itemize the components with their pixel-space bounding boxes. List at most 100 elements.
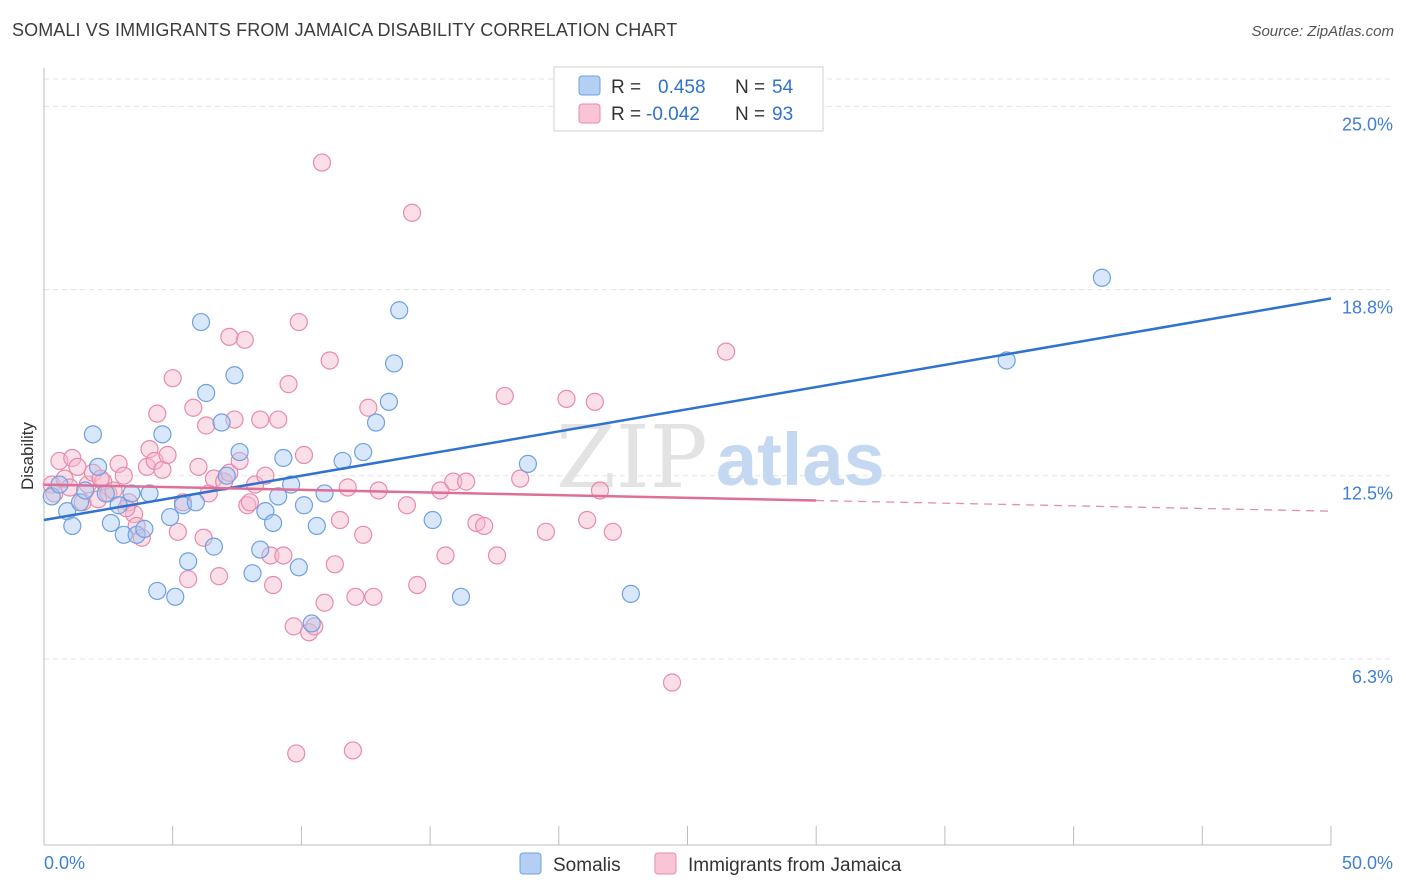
- jamaica-point: [312, 153, 332, 172]
- somali-point: [1092, 268, 1112, 287]
- jamaica-point: [235, 330, 254, 349]
- jamaica-point: [305, 617, 324, 636]
- x-tick-label-max: 50.0%: [1342, 853, 1393, 873]
- somali-point: [354, 442, 373, 462]
- somali-point: [390, 301, 409, 320]
- jamaica-point: [457, 472, 476, 491]
- legend-r-value-somalis: 0.458: [658, 77, 706, 98]
- jamaica-point: [63, 448, 82, 468]
- x-tick-label-min: 0.0%: [44, 853, 85, 873]
- jamaica-point: [536, 522, 556, 541]
- jamaica-point: [238, 496, 257, 515]
- somali-point: [114, 525, 133, 544]
- jamaica-point: [354, 525, 373, 544]
- jamaica-point: [261, 546, 280, 565]
- jamaica-point: [158, 445, 177, 465]
- jamaica-point: [511, 469, 530, 488]
- somali-point: [423, 510, 442, 530]
- jamaica-point: [325, 555, 344, 574]
- somali-point: [166, 587, 185, 606]
- jamaica-point: [397, 496, 417, 515]
- jamaica-point: [251, 410, 270, 429]
- jamaica-point: [402, 203, 422, 222]
- somali-point: [251, 540, 270, 559]
- jamaica-point: [585, 392, 604, 411]
- somali-point: [621, 584, 640, 603]
- jamaica-point: [487, 546, 507, 565]
- series-swatch-jamaica: [654, 852, 677, 875]
- correlation-legend: R = 0.458 N = 54 R = -0.042 N = 93: [553, 66, 824, 132]
- jamaica-point: [148, 404, 167, 423]
- somali-point: [101, 513, 121, 533]
- somali-point: [384, 354, 404, 373]
- jamaica-point: [274, 546, 293, 565]
- somali-point: [302, 614, 321, 633]
- jamaica-point: [495, 386, 514, 406]
- jamaica-point: [184, 398, 203, 417]
- legend-swatch-jamaica: [578, 103, 601, 124]
- jamaica-point: [557, 389, 576, 408]
- y-tick-labels: 6.3% 12.5% 18.8% 25.0%: [1342, 114, 1393, 686]
- trend-line-jamaica-extension: [816, 499, 1332, 512]
- jamaica-point: [338, 478, 357, 497]
- somali-point: [122, 484, 141, 503]
- legend-r-value-jamaica: -0.042: [646, 104, 700, 125]
- series-label-jamaica: Immigrants from Jamaica: [688, 855, 902, 876]
- jamaica-point: [320, 351, 339, 370]
- somali-point: [63, 516, 82, 536]
- jamaica-point: [289, 312, 308, 332]
- jamaica-point: [284, 617, 303, 636]
- jamaica-point: [346, 587, 365, 606]
- jamaica-point: [240, 493, 260, 512]
- somali-point: [191, 312, 211, 332]
- trend-lines: [43, 297, 1332, 522]
- legend-n-value-somalis: 54: [772, 77, 794, 98]
- somali-point: [315, 484, 334, 503]
- jamaica-point: [220, 463, 239, 482]
- jamaica-point: [60, 478, 79, 497]
- jamaica-point: [279, 375, 298, 394]
- y-tick-label: 6.3%: [1352, 667, 1393, 687]
- y-tick-label: 12.5%: [1342, 484, 1393, 504]
- y-tick-label: 25.0%: [1342, 114, 1393, 134]
- jamaica-point: [343, 741, 362, 760]
- jamaica-point: [578, 510, 597, 530]
- y-axis-label: Disability: [18, 421, 37, 490]
- jamaica-point: [603, 522, 622, 541]
- somali-point: [204, 537, 223, 556]
- somali-point: [366, 413, 386, 432]
- jamaica-point: [315, 593, 334, 612]
- somali-point: [161, 507, 180, 527]
- somali-point: [148, 581, 167, 601]
- trend-line-somalis: [43, 297, 1332, 522]
- somali-point: [451, 587, 471, 606]
- jamaica-point: [68, 457, 87, 476]
- jamaica-point: [220, 327, 239, 346]
- jamaica-point: [717, 342, 736, 361]
- jamaica-point: [189, 457, 208, 476]
- jamaica-point: [364, 587, 383, 606]
- chart-title: SOMALI VS IMMIGRANTS FROM JAMAICA DISABI…: [12, 20, 678, 40]
- jamaica-point: [197, 416, 216, 435]
- somali-point: [289, 558, 308, 577]
- jamaica-point: [330, 510, 350, 530]
- jamaica-point: [662, 673, 682, 692]
- somali-point: [186, 493, 205, 512]
- jamaica-point: [263, 575, 283, 595]
- watermark: ZIP atlas: [556, 408, 885, 508]
- somali-point: [153, 425, 172, 444]
- watermark-zip: ZIP: [556, 408, 708, 508]
- somali-point: [263, 513, 283, 533]
- jamaica-point: [359, 398, 378, 417]
- jamaica-point: [408, 575, 427, 595]
- somali-points: [42, 268, 1112, 633]
- jamaica-point: [163, 369, 182, 388]
- somali-point: [217, 466, 236, 485]
- watermark-atlas: atlas: [716, 418, 885, 501]
- jamaica-point: [209, 567, 229, 586]
- legend-swatch-somalis: [578, 75, 601, 96]
- somali-point: [88, 457, 108, 476]
- legend-n-value-jamaica: 93: [772, 104, 793, 125]
- somali-point: [230, 442, 249, 462]
- jamaica-point: [140, 440, 159, 459]
